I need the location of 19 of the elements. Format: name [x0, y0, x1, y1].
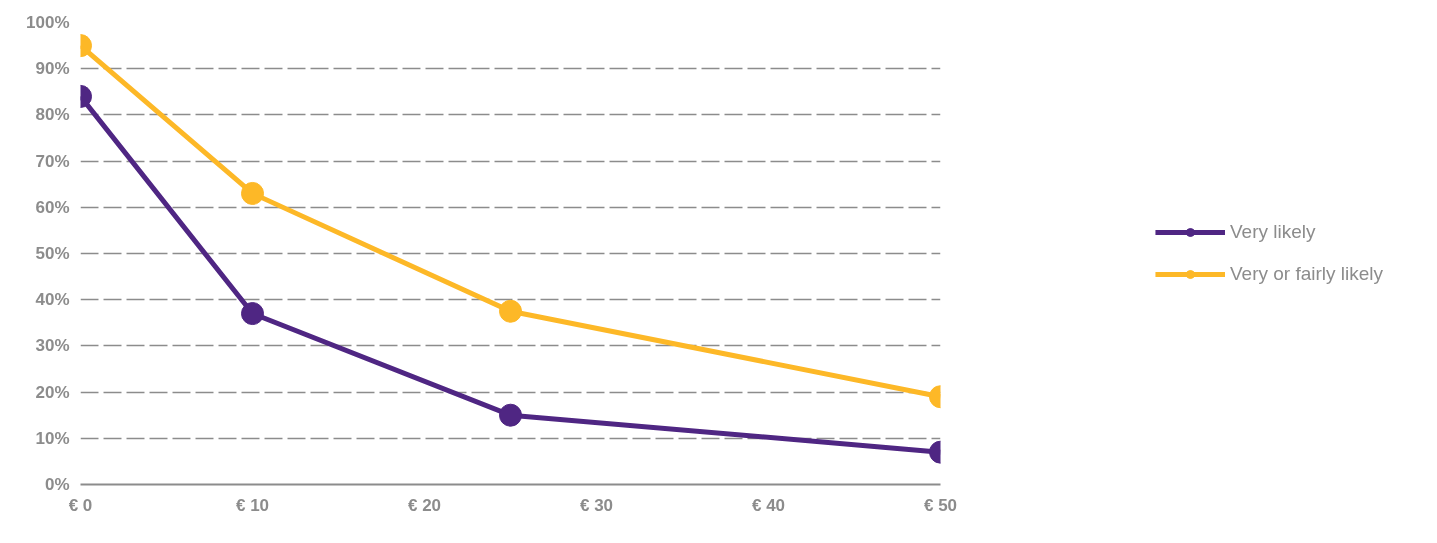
- y-tick-label: 20%: [35, 382, 70, 402]
- y-tick-label: 60%: [35, 197, 70, 217]
- x-tick-label: € 0: [68, 495, 93, 515]
- y-tick-label: 90%: [35, 59, 70, 79]
- y-tick-label: 100%: [26, 13, 70, 32]
- x-tick-label: € 20: [407, 495, 442, 515]
- x-tick-label: € 30: [579, 495, 614, 515]
- y-tick-label: 50%: [35, 244, 70, 263]
- y-tick-label: 80%: [35, 105, 70, 125]
- legend-label: Very likely: [1229, 221, 1316, 243]
- y-tick-label: 10%: [35, 428, 70, 448]
- x-tick-label: € 40: [751, 495, 786, 515]
- x-tick-label: € 10: [235, 495, 270, 515]
- y-tick-label: 40%: [35, 290, 70, 310]
- legend-label: Very or fairly likely: [1229, 263, 1384, 285]
- y-tick-label: 0%: [44, 475, 70, 494]
- y-tick-label: 30%: [35, 336, 70, 356]
- y-tick-label: 70%: [35, 151, 70, 171]
- x-tick-label: € 50: [923, 495, 958, 515]
